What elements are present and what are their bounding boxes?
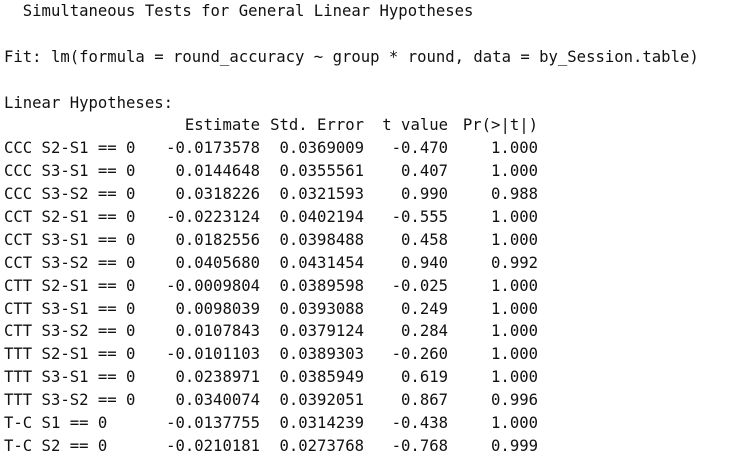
row-estimate: 0.0107843 <box>175 322 261 341</box>
row-label: TTT S3-S2 == 0 <box>4 391 136 410</box>
row-estimate: -0.0137755 <box>166 414 260 433</box>
table-row: CTT S3-S1 == 0 0.0098039 0.0393088 0.249 1.0… <box>4 298 744 321</box>
row-p-value: 1.000 <box>491 162 538 181</box>
row-std-error: 0.0314239 <box>279 414 365 433</box>
fit-formula-line: Fit: lm(formula = round_accuracy ~ group… <box>4 47 699 66</box>
table-row: CTT S3-S2 == 0 0.0107843 0.0379124 0.284 1.0… <box>4 320 744 343</box>
row-p-value: 1.000 <box>491 322 538 341</box>
row-std-error: 0.0389303 <box>279 345 365 364</box>
row-std-error: 0.0321593 <box>279 185 365 204</box>
row-label: TTT S2-S1 == 0 <box>4 345 136 364</box>
row-std-error: 0.0431454 <box>279 253 365 272</box>
row-p-value: 1.000 <box>491 208 538 227</box>
table-row: TTT S2-S1 == 0 -0.0101103 0.0389303 -0.260 1… <box>4 343 744 366</box>
row-p-value: 1.000 <box>491 345 538 364</box>
table-row: T-C S1 == 0 -0.0137755 0.0314239 -0.438 1.00… <box>4 412 744 435</box>
row-t-value: 0.249 <box>401 299 448 318</box>
table-header: Estimate Std. Error t value Pr(>|t|) <box>4 114 744 137</box>
row-t-value: -0.555 <box>391 208 448 227</box>
row-std-error: 0.0385949 <box>279 368 365 387</box>
row-std-error: 0.0392051 <box>279 391 365 410</box>
table-row: CCT S2-S1 == 0 -0.0223124 0.0402194 -0.555 1… <box>4 206 744 229</box>
row-t-value: 0.619 <box>401 368 448 387</box>
row-p-value: 0.996 <box>491 391 538 410</box>
section-label: Linear Hypotheses: <box>4 93 173 112</box>
row-std-error: 0.0369009 <box>279 139 365 158</box>
row-p-value: 1.000 <box>491 414 538 433</box>
row-p-value: 1.000 <box>491 139 538 158</box>
table-row: CCC S3-S1 == 0 0.0144648 0.0355561 0.407 1.0… <box>4 160 744 183</box>
row-estimate: 0.0340074 <box>175 391 261 410</box>
row-t-value: 0.407 <box>401 162 448 181</box>
row-label: CTT S3-S1 == 0 <box>4 299 136 318</box>
row-t-value: 0.867 <box>401 391 448 410</box>
table-row: CTT S2-S1 == 0 -0.0009804 0.0389598 -0.025 1… <box>4 275 744 298</box>
row-t-value: -0.025 <box>391 276 448 295</box>
table-row: CCC S3-S2 == 0 0.0318226 0.0321593 0.990 0.9… <box>4 183 744 206</box>
table-row: TTT S3-S1 == 0 0.0238971 0.0385949 0.619 1.0… <box>4 366 744 389</box>
row-label: T-C S1 == 0 <box>4 414 108 433</box>
row-label: CCT S3-S2 == 0 <box>4 253 136 272</box>
row-p-value: 1.000 <box>491 276 538 295</box>
row-label: T-C S2 == 0 <box>4 436 108 455</box>
row-std-error: 0.0402194 <box>279 208 365 227</box>
row-t-value: 0.284 <box>401 322 448 341</box>
row-p-value: 1.000 <box>491 368 538 387</box>
row-estimate: -0.0210181 <box>166 436 260 455</box>
row-t-value: -0.470 <box>391 139 448 158</box>
row-t-value: -0.260 <box>391 345 448 364</box>
row-p-value: 1.000 <box>491 230 538 249</box>
row-estimate: -0.0009804 <box>166 276 260 295</box>
row-label: CTT S2-S1 == 0 <box>4 276 136 295</box>
console-output: Simultaneous Tests for General Linear Hy… <box>4 0 744 458</box>
row-std-error: 0.0393088 <box>279 299 365 318</box>
header-t-value: t value <box>382 116 448 135</box>
row-std-error: 0.0379124 <box>279 322 365 341</box>
row-label: CCC S3-S1 == 0 <box>4 162 136 181</box>
row-t-value: 0.458 <box>401 230 448 249</box>
row-label: TTT S3-S1 == 0 <box>4 368 136 387</box>
row-std-error: 0.0389598 <box>279 276 365 295</box>
table-row: TTT S3-S2 == 0 0.0340074 0.0392051 0.867 0.9… <box>4 389 744 412</box>
row-estimate: 0.0238971 <box>175 368 261 387</box>
row-std-error: 0.0398488 <box>279 230 365 249</box>
row-p-value: 0.988 <box>491 185 538 204</box>
row-estimate: -0.0223124 <box>166 208 260 227</box>
row-p-value: 0.992 <box>491 253 538 272</box>
row-t-value: 0.940 <box>401 253 448 272</box>
header-std-error: Std. Error <box>270 116 364 135</box>
row-estimate: 0.0318226 <box>175 185 261 204</box>
row-label: CCC S2-S1 == 0 <box>4 139 136 158</box>
row-estimate: -0.0101103 <box>166 345 260 364</box>
row-estimate: 0.0182556 <box>175 230 261 249</box>
row-estimate: 0.0144648 <box>175 162 261 181</box>
table-row: CCT S3-S1 == 0 0.0182556 0.0398488 0.458 1.0… <box>4 229 744 252</box>
blank-line <box>4 69 744 92</box>
table-row: CCC S2-S1 == 0 -0.0173578 0.0369009 -0.470 1… <box>4 137 744 160</box>
blank-line <box>4 23 744 46</box>
header-p-value: Pr(>|t|) <box>462 116 538 135</box>
row-t-value: 0.990 <box>401 185 448 204</box>
row-label: CTT S3-S2 == 0 <box>4 322 136 341</box>
row-p-value: 0.999 <box>491 436 538 455</box>
row-estimate: 0.0098039 <box>175 299 261 318</box>
row-t-value: -0.768 <box>391 436 448 455</box>
row-p-value: 1.000 <box>491 299 538 318</box>
row-label: CCC S3-S2 == 0 <box>4 185 136 204</box>
table-row: T-C S2 == 0 -0.0210181 0.0273768 -0.768 0.99… <box>4 435 744 458</box>
table-body: CCC S2-S1 == 0 -0.0173578 0.0369009 -0.470 1… <box>4 137 744 457</box>
row-estimate: -0.0173578 <box>166 139 260 158</box>
row-label: CCT S3-S1 == 0 <box>4 230 136 249</box>
output-title: Simultaneous Tests for General Linear Hy… <box>4 2 474 20</box>
row-label: CCT S2-S1 == 0 <box>4 208 136 227</box>
row-std-error: 0.0273768 <box>279 436 365 455</box>
row-std-error: 0.0355561 <box>279 162 365 181</box>
table-row: CCT S3-S2 == 0 0.0405680 0.0431454 0.940 0.9… <box>4 252 744 275</box>
row-estimate: 0.0405680 <box>175 253 261 272</box>
header-estimate: Estimate <box>184 116 260 135</box>
row-t-value: -0.438 <box>391 414 448 433</box>
